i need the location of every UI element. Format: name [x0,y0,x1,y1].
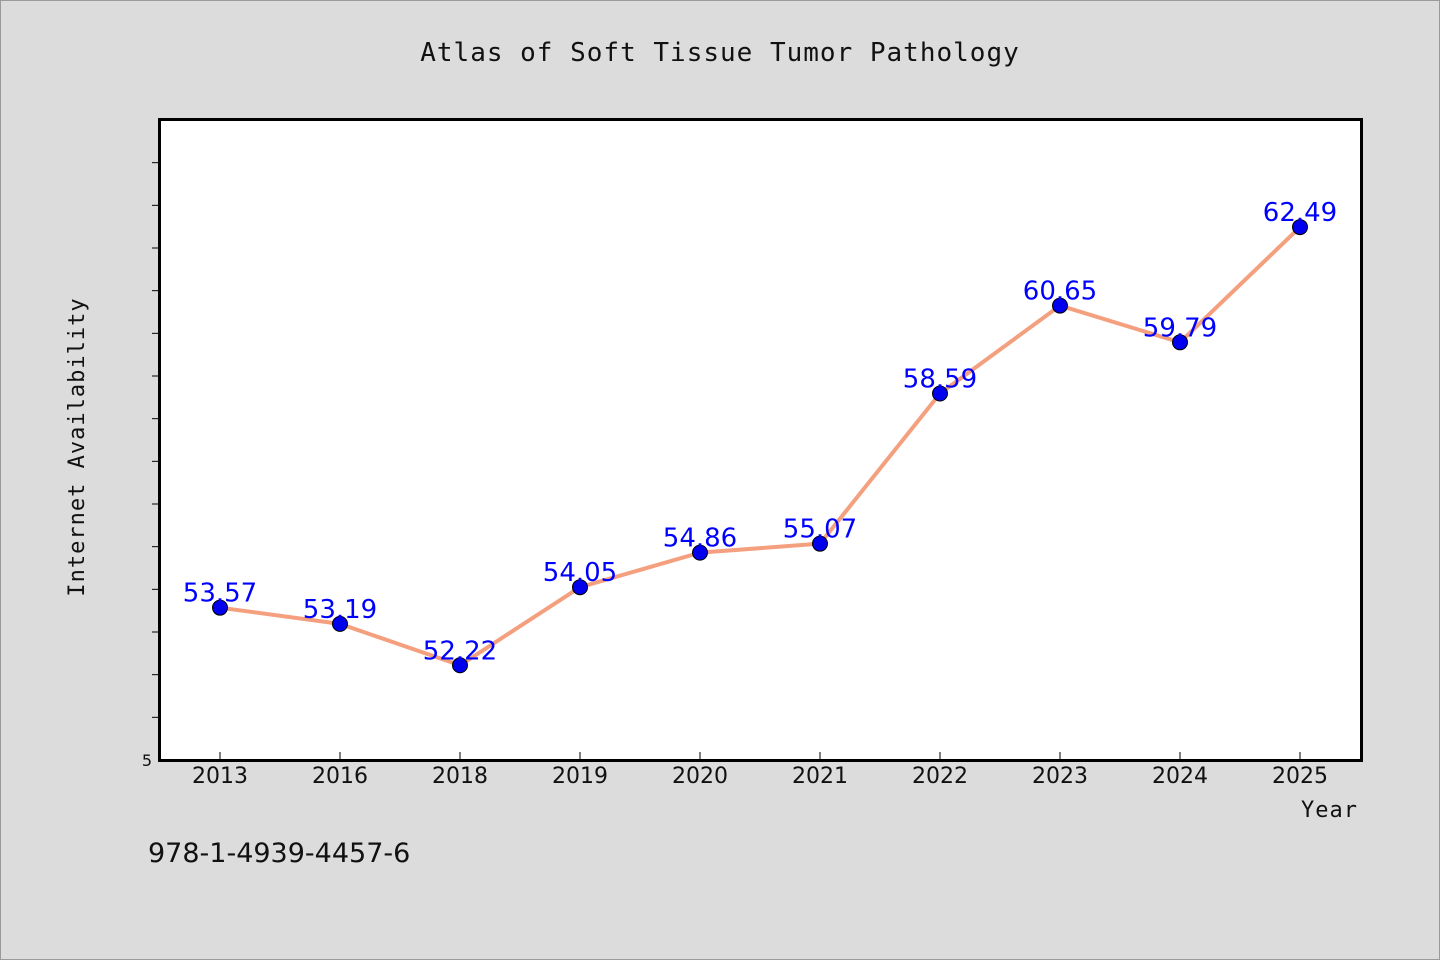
data-label: 58.59 [903,364,977,394]
data-label: 54.05 [543,558,617,588]
x-tick-label: 2016 [312,764,368,789]
data-label: 62.49 [1263,198,1337,228]
x-tick-label: 2020 [672,764,728,789]
x-tick-label: 2013 [192,764,248,789]
data-point [572,579,588,596]
data-point [812,535,828,552]
x-tick-label: 2023 [1032,764,1088,789]
data-label: 55.07 [783,515,857,545]
data-point [452,657,468,674]
x-tick-label: 2025 [1272,764,1328,789]
plot-area [158,118,1363,762]
data-label: 59.79 [1143,313,1217,343]
data-point [692,544,708,561]
data-point [212,599,228,616]
data-point [1052,297,1068,314]
x-axis-label: Year [1301,798,1358,823]
y-tick-label: 5 [142,751,152,770]
series-layer: 53.57 53.19 52.22 54.05 54.86 55.07 58.59 60.65… [183,198,1337,674]
isbn-note: 978-1-4939-4457-6 [148,838,410,869]
data-point [1172,334,1188,351]
data-point [1292,219,1308,236]
data-point [332,615,348,632]
data-label: 54.86 [663,524,737,554]
x-tick-label: 2019 [552,764,608,789]
x-tick-label: 2021 [792,764,848,789]
y-axis-label: Internet Availability [65,297,90,596]
x-tick-label: 2024 [1152,764,1208,789]
series-line [219,225,1302,668]
chart-title: Atlas of Soft Tissue Tumor Pathology [420,38,1020,68]
data-label: 52.22 [423,636,497,666]
data-label: 53.57 [183,579,257,609]
y-axis-ticks: 5 [142,162,160,770]
data-point [932,385,948,402]
data-label: 53.19 [303,595,377,625]
x-tick-label: 2018 [432,764,488,789]
data-label: 60.65 [1023,277,1097,307]
x-axis-ticks: 2013 2016 2018 2019 2020 2021 2022 2023 2024 2025 [192,752,1328,789]
x-tick-label: 2022 [912,764,968,789]
